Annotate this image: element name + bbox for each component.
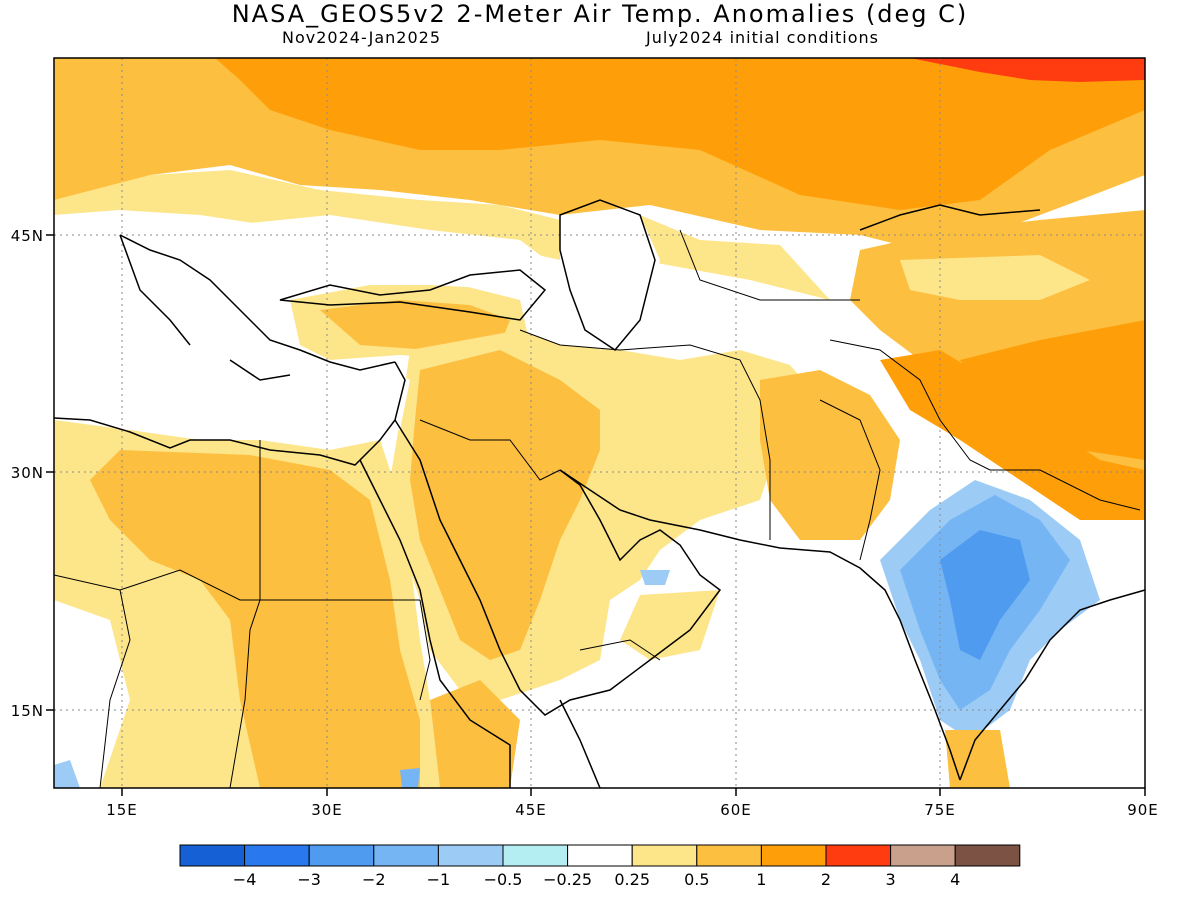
colorbar-label: 2 [821,870,831,889]
lon-label-15e: 15E [106,801,138,819]
lon-label-30e: 30E [311,801,343,819]
lon-label-60e: 60E [720,801,752,819]
colorbar-swatch [954,844,1021,867]
colorbar-swatch [502,844,569,867]
lon-label-75e: 75E [924,801,956,819]
graticule [54,58,1145,788]
colorbar-label: −1 [427,870,451,889]
lat-label-15n: 15N [11,702,44,720]
colorbar-label: −0.25 [543,870,592,889]
lon-label-45e: 45E [515,801,547,819]
colorbar-swatch [244,844,310,867]
colorbar-swatch [179,844,246,867]
borders [54,229,1141,788]
colorbar-label: 1 [756,870,766,889]
colorbar-swatch [437,844,504,867]
colorbar-swatch [567,844,633,867]
map-frame [53,57,1146,789]
colorbar-swatch [825,844,892,867]
coastlines [54,199,1145,788]
colorbar-label: −4 [233,870,257,889]
colorbar-label: −2 [362,870,386,889]
colorbar-label: 3 [886,870,896,889]
colorbar-label: 4 [950,870,960,889]
axis-ticks [46,234,1146,796]
lat-label-30n: 30N [11,464,44,482]
initial-conditions: July2024 initial conditions [646,28,879,47]
colorbar-swatch [373,844,439,867]
colorbar-label: 0.5 [684,870,709,889]
map-title: NASA_GEOS5v2 2-Meter Air Temp. Anomalies… [231,0,969,28]
forecast-period: Nov2024-Jan2025 [282,28,441,47]
colorbar-label: −0.5 [484,870,523,889]
lon-label-90e: 90E [1127,801,1159,819]
colorbar-swatch [890,844,956,867]
colorbar-label: −3 [297,870,321,889]
colorbar-label: 0.25 [614,870,650,889]
lat-label-45n: 45N [11,227,44,245]
colorbar-swatch [308,844,375,867]
colorbar: −4 −3 −2 −1 −0.5 −0.25 0.25 0.5 1 2 3 4 [179,844,1021,889]
colorbar-swatch [696,844,762,867]
anomaly-field [54,58,1145,788]
colorbar-swatch [631,844,698,867]
colorbar-swatch [760,844,827,867]
